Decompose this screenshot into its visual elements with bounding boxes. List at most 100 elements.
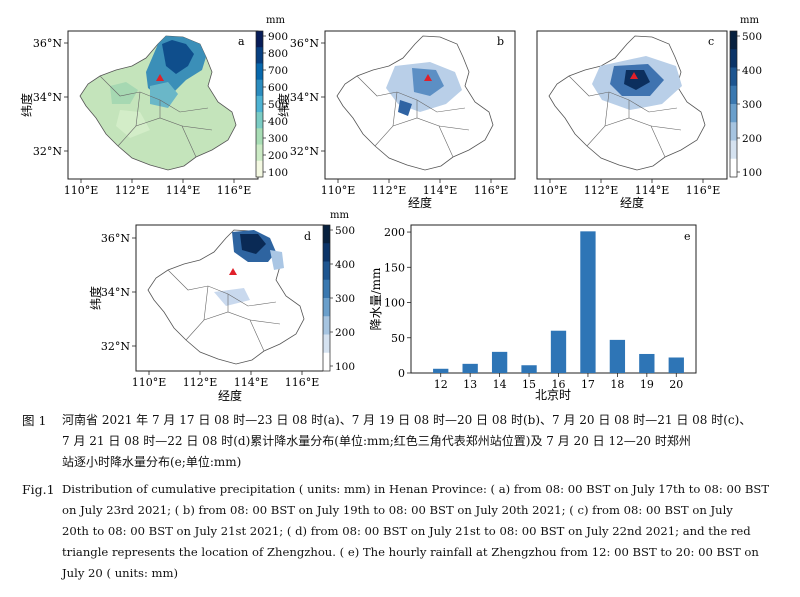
colorbar-d-tick-label: 500 xyxy=(335,225,355,237)
colorbar-a-segment xyxy=(256,128,263,146)
zhengzhou-marker-c xyxy=(630,72,638,79)
colorbar-unit-d: mm xyxy=(330,210,349,221)
panel-letter-e: e xyxy=(684,230,691,243)
colorbar-c-tick-label: 300 xyxy=(742,99,762,111)
x-tick-label: 14 xyxy=(493,378,507,391)
zhengzhou-marker-a xyxy=(156,74,164,81)
colorbar-d-segment xyxy=(323,225,330,244)
svg-text:116°E: 116°E xyxy=(474,184,509,197)
x-tick-label: 116°E xyxy=(217,184,252,197)
svg-text:34°N: 34°N xyxy=(290,91,319,104)
city-boundaries-a xyxy=(99,75,213,158)
svg-text:114°E: 114°E xyxy=(234,376,269,389)
svg-text:110°E: 110°E xyxy=(533,184,568,197)
light-rain-area-a xyxy=(110,82,138,104)
colorbar-d-segment xyxy=(323,334,330,354)
colorbar-unit-c: mm xyxy=(740,15,759,26)
colorbar-c-segment xyxy=(730,85,737,105)
svg-text:112°E: 112°E xyxy=(183,376,218,389)
map-c: c 110°E 112°E 114°E 116°E 经度 mm 500 400 30… xyxy=(533,15,762,210)
x-axis-label-b: 经度 xyxy=(408,195,432,210)
y-tick-label: 150 xyxy=(384,261,405,274)
x-axis-label: 北京时 xyxy=(535,388,571,402)
caption-en-line: triangle represents the location of Zhen… xyxy=(62,545,759,559)
svg-text:112°E: 112°E xyxy=(584,184,619,197)
colorbar-c-tick-label: 100 xyxy=(742,167,762,179)
colorbar-a-segment xyxy=(256,112,263,129)
bar-15 xyxy=(521,365,537,373)
core-rain-area-a xyxy=(162,40,194,74)
y-tick-label: 32°N xyxy=(33,145,62,158)
colorbar-d-tick-label: 300 xyxy=(335,293,355,305)
x-tick-label: 16 xyxy=(552,378,566,391)
moderate-rain-area-a xyxy=(150,82,178,108)
colorbar-a-tick-label: 100 xyxy=(268,167,288,179)
caption-en-line: Distribution of cumulative precipitation… xyxy=(62,482,770,496)
x-tick-label: 20 xyxy=(669,378,683,391)
panel-letter-c: c xyxy=(708,35,714,48)
colorbar-a-tick-label: 300 xyxy=(268,133,288,145)
map-d: d 110°E 112°E 114°E 116°E 36°N 34°N 32°N… xyxy=(88,210,355,403)
y-tick-label: 0 xyxy=(398,367,405,380)
colorbar-d-segment xyxy=(323,352,330,372)
colorbar-d-tick-label: 200 xyxy=(335,327,355,339)
svg-text:34°N: 34°N xyxy=(101,286,130,299)
colorbar-d-tick-label: 100 xyxy=(335,361,355,373)
svg-text:114°E: 114°E xyxy=(635,184,670,197)
svg-text:116°E: 116°E xyxy=(285,376,320,389)
svg-text:116°E: 116°E xyxy=(686,184,721,197)
bar-20 xyxy=(668,357,684,373)
bar-chart-e: 0 50 100 150 200 12 13 14 15 16 17 18 19 20 e 北京时 降水… xyxy=(369,224,697,402)
x-axis-label-c: 经度 xyxy=(620,195,644,210)
x-tick-label: 114°E xyxy=(166,184,201,197)
local-rain-b xyxy=(398,100,412,116)
y-axis-label-a: 纬度 xyxy=(19,93,34,117)
map-b: b 110°E 112°E 114°E 116°E 36°N 34°N 32°N… xyxy=(276,30,516,210)
bar-13 xyxy=(462,363,478,373)
colorbar-c-segment xyxy=(730,49,737,68)
colorbar-c-tick-label: 400 xyxy=(742,65,762,77)
bar-16 xyxy=(550,330,567,373)
colorbar-c-segment xyxy=(730,158,737,178)
colorbar-a-tick-label: 500 xyxy=(268,99,288,111)
x-tick-label: 15 xyxy=(522,378,536,391)
caption-en-line: on July 23rd 2021; ( b) from 08: 00 BST … xyxy=(62,503,733,517)
caption-en-line: 20th to 08: 00 BST on July 21st 2021; ( … xyxy=(62,524,751,538)
svg-text:32°N: 32°N xyxy=(101,340,130,353)
colorbar-d-segment xyxy=(323,298,330,317)
colorbar-a-segment xyxy=(256,144,263,162)
x-tick-label: 17 xyxy=(581,378,595,391)
colorbar-c-segment xyxy=(730,140,737,160)
colorbar-a-tick-label: 200 xyxy=(268,150,288,162)
panel-letter-d: d xyxy=(304,230,311,243)
y-tick-label: 100 xyxy=(384,297,405,310)
colorbar-a-segment xyxy=(256,79,263,97)
x-tick-label: 110°E xyxy=(64,184,99,197)
x-tick-label: 19 xyxy=(640,378,654,391)
svg-text:112°E: 112°E xyxy=(372,184,407,197)
x-tick-label: 18 xyxy=(610,378,624,391)
map-panel-a: a 110°E 112°E 114°E 116°E 36°N 34°N 32°N… xyxy=(19,15,762,210)
bar-19 xyxy=(639,353,655,373)
colorbar-a-tick-label: 600 xyxy=(268,82,288,94)
caption-cn-line: 河南省 2021 年 7 月 17 日 08 时—23 日 08 时(a)、7 … xyxy=(62,413,752,427)
y-axis-label-b: 纬度 xyxy=(276,93,291,117)
colorbar-a-tick-label: 900 xyxy=(268,31,288,43)
colorbar-d-segment xyxy=(323,243,330,262)
colorbar-c xyxy=(729,30,740,178)
colorbar-a-segment xyxy=(256,63,263,81)
colorbar-a-segment xyxy=(256,31,263,48)
caption-cn-label: 图 1 xyxy=(22,413,47,428)
caption-cn-line: 7 月 21 日 08 时—22 日 08 时(d)累计降水量分布(单位:mm;… xyxy=(62,434,691,448)
panel-letter-b: b xyxy=(497,35,504,48)
x-tick-label: 12 xyxy=(434,378,448,391)
zhengzhou-marker-d xyxy=(229,268,237,275)
colorbar-a-tick-label: 800 xyxy=(268,48,288,60)
bar-14 xyxy=(491,351,508,373)
caption-en-line: July 20 ( units: mm) xyxy=(62,566,179,580)
lower-panels: d 110°E 112°E 114°E 116°E 36°N 34°N 32°N… xyxy=(88,210,697,403)
y-tick-label: 200 xyxy=(384,226,405,239)
colorbar-c-segment xyxy=(730,122,737,141)
light-rain-area-d xyxy=(270,250,284,270)
colorbar-unit-a: mm xyxy=(266,15,285,26)
